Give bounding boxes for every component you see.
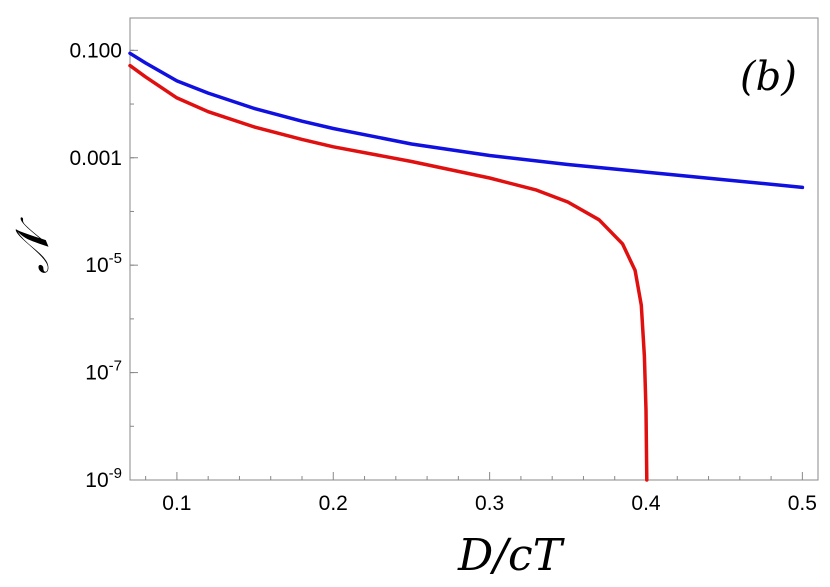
y-tick-label: 0.100 bbox=[69, 39, 122, 62]
x-tick-label: 0.5 bbox=[788, 492, 817, 515]
y-tick-label: 0.001 bbox=[69, 147, 122, 170]
y-tick-label: 10-7 bbox=[85, 358, 122, 385]
series-line-1 bbox=[128, 51, 805, 190]
y-axis-title: 𝒩 bbox=[5, 217, 59, 274]
plot-frame bbox=[129, 17, 819, 481]
panel-label: (b) bbox=[740, 54, 797, 100]
x-tick-label: 0.1 bbox=[162, 492, 191, 515]
x-tick-label: 0.3 bbox=[475, 492, 504, 515]
x-tick-label: 0.2 bbox=[319, 492, 348, 515]
x-tick-label: 0.4 bbox=[631, 492, 661, 515]
series-line-2 bbox=[128, 63, 649, 482]
x-axis-title: D/cT bbox=[457, 530, 566, 581]
y-tick-label: 10-5 bbox=[85, 250, 122, 277]
x-axis-ticks: 0.1 0.2 0.3 0.4 0.5 bbox=[145, 472, 817, 515]
y-tick-label: 10-9 bbox=[85, 465, 122, 492]
y-axis-ticks: 0.100 0.001 10-5 10-7 10-9 bbox=[69, 39, 138, 492]
series-layer bbox=[128, 51, 805, 482]
